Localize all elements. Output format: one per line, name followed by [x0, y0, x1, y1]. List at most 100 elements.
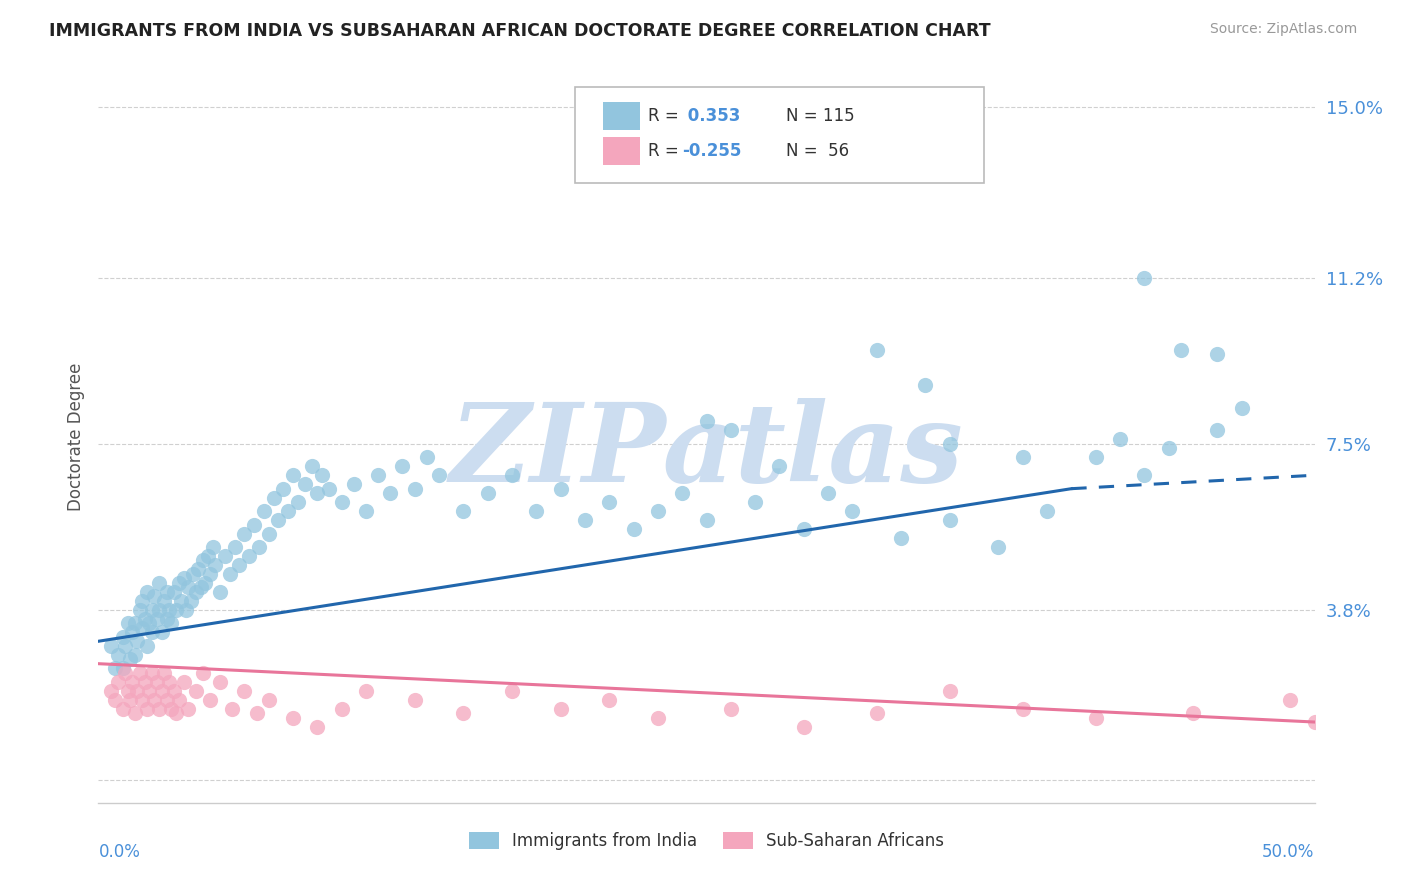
- Point: [367, 468, 389, 483]
- Point: [117, 616, 139, 631]
- Point: [163, 683, 186, 698]
- Point: [427, 468, 450, 483]
- Point: [1133, 270, 1156, 285]
- Point: [141, 603, 163, 617]
- Point: [720, 423, 742, 437]
- Point: [1182, 706, 1205, 720]
- Point: [524, 504, 547, 518]
- Point: [146, 612, 169, 626]
- Point: [107, 674, 129, 689]
- Point: [233, 526, 256, 541]
- Point: [141, 665, 163, 680]
- Point: [416, 450, 439, 465]
- Point: [271, 482, 294, 496]
- Point: [184, 585, 207, 599]
- Point: [138, 616, 160, 631]
- Y-axis label: Doctorate Degree: Doctorate Degree: [66, 363, 84, 511]
- Point: [214, 549, 236, 563]
- Point: [380, 486, 402, 500]
- Point: [914, 378, 936, 392]
- Text: 0.0%: 0.0%: [98, 843, 141, 861]
- Point: [143, 692, 166, 706]
- Point: [224, 540, 246, 554]
- Point: [134, 674, 156, 689]
- Point: [1170, 343, 1192, 357]
- Point: [127, 634, 149, 648]
- Point: [453, 706, 475, 720]
- Point: [247, 540, 270, 554]
- Point: [623, 522, 645, 536]
- Point: [107, 648, 129, 662]
- Point: [866, 343, 889, 357]
- Point: [647, 710, 669, 724]
- Point: [209, 585, 232, 599]
- Point: [267, 513, 290, 527]
- Point: [190, 581, 212, 595]
- Text: 50.0%: 50.0%: [1263, 843, 1315, 861]
- Point: [221, 701, 243, 715]
- Point: [121, 625, 143, 640]
- Point: [354, 504, 377, 518]
- Point: [720, 701, 742, 715]
- Text: Source: ZipAtlas.com: Source: ZipAtlas.com: [1209, 22, 1357, 37]
- Text: ZIPatlas: ZIPatlas: [450, 398, 963, 506]
- Point: [647, 504, 669, 518]
- Point: [1157, 442, 1180, 456]
- Point: [146, 674, 169, 689]
- Point: [124, 616, 146, 631]
- Point: [281, 468, 304, 483]
- Point: [143, 590, 166, 604]
- Point: [330, 495, 353, 509]
- Text: N = 115: N = 115: [786, 107, 855, 125]
- Point: [245, 706, 267, 720]
- Point: [187, 562, 209, 576]
- Point: [404, 482, 426, 496]
- Point: [939, 513, 962, 527]
- Point: [167, 575, 190, 590]
- Point: [201, 540, 224, 554]
- Point: [136, 585, 159, 599]
- Point: [127, 683, 149, 698]
- Point: [191, 553, 214, 567]
- Text: N =  56: N = 56: [786, 142, 849, 160]
- Point: [1206, 423, 1229, 437]
- Point: [177, 581, 200, 595]
- Point: [287, 495, 309, 509]
- Point: [257, 692, 280, 706]
- Point: [696, 414, 718, 428]
- Point: [404, 692, 426, 706]
- Point: [294, 477, 316, 491]
- Text: IMMIGRANTS FROM INDIA VS SUBSAHARAN AFRICAN DOCTORATE DEGREE CORRELATION CHART: IMMIGRANTS FROM INDIA VS SUBSAHARAN AFRI…: [49, 22, 991, 40]
- Point: [134, 612, 156, 626]
- Point: [550, 701, 572, 715]
- Point: [165, 603, 187, 617]
- Point: [841, 504, 863, 518]
- Point: [598, 495, 620, 509]
- Point: [153, 665, 176, 680]
- Point: [177, 701, 200, 715]
- Text: R =: R =: [648, 107, 679, 125]
- Point: [204, 558, 226, 572]
- Point: [318, 482, 340, 496]
- Point: [218, 566, 240, 581]
- Point: [150, 625, 173, 640]
- Point: [263, 491, 285, 505]
- FancyBboxPatch shape: [603, 102, 640, 130]
- Point: [100, 683, 122, 698]
- Point: [301, 459, 323, 474]
- Point: [131, 692, 153, 706]
- Point: [501, 468, 523, 483]
- Point: [550, 482, 572, 496]
- Point: [174, 603, 197, 617]
- Point: [243, 517, 266, 532]
- Point: [148, 603, 170, 617]
- Point: [1084, 450, 1107, 465]
- Point: [111, 630, 134, 644]
- Point: [104, 661, 127, 675]
- Point: [1084, 710, 1107, 724]
- Point: [136, 639, 159, 653]
- Point: [574, 513, 596, 527]
- Point: [354, 683, 377, 698]
- Point: [257, 526, 280, 541]
- Point: [124, 648, 146, 662]
